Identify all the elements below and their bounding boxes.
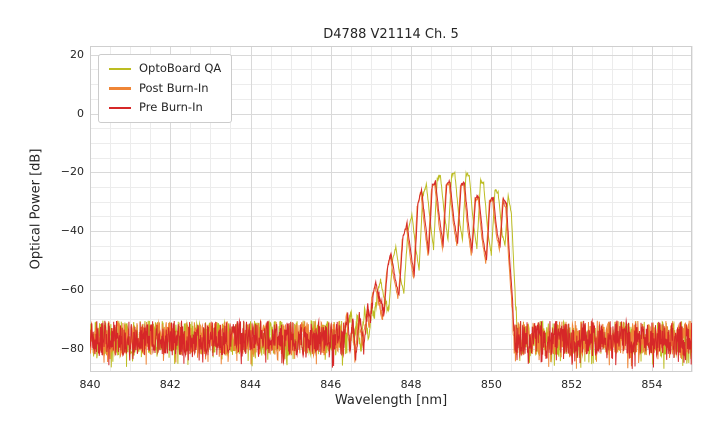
legend-item: OptoBoard QA (109, 61, 222, 75)
y-tick-label: −60 (60, 282, 84, 296)
y-tick-label: −20 (60, 165, 84, 179)
legend-item: Post Burn-In (109, 80, 221, 95)
chart-title: D4788 V21114 Ch. 5 (323, 27, 459, 42)
y-axis-label: Optical Power [dB] (28, 148, 44, 270)
x-tick-label: 850 (480, 378, 502, 391)
x-axis-label: Wavelength [nm] (334, 393, 448, 408)
x-tick-label: 840 (79, 378, 101, 391)
x-tick-label: 846 (320, 378, 342, 391)
x-tick-label: 848 (400, 378, 422, 391)
x-tick-label: 852 (561, 378, 583, 391)
y-tick-label: −40 (60, 224, 84, 238)
legend-label: OptoBoard QA (139, 61, 222, 75)
legend: OptoBoard QA Post Burn-In Pre Burn-In (98, 54, 233, 123)
legend-item: Pre Burn-In (109, 100, 221, 114)
x-tick-label: 854 (641, 378, 663, 391)
legend-line-optoboard-qa (109, 67, 131, 70)
y-tick-label: −80 (60, 341, 84, 355)
y-tick-label: 20 (70, 47, 84, 61)
y-tick-label: 0 (77, 106, 84, 120)
legend-line-pre-burn-in (109, 106, 131, 109)
legend-label: Post Burn-In (139, 80, 209, 95)
legend-line-post-burn-in (109, 87, 131, 90)
x-tick-label: 842 (159, 378, 181, 391)
legend-label: Pre Burn-In (139, 100, 203, 114)
x-tick-label: 844 (240, 378, 262, 391)
